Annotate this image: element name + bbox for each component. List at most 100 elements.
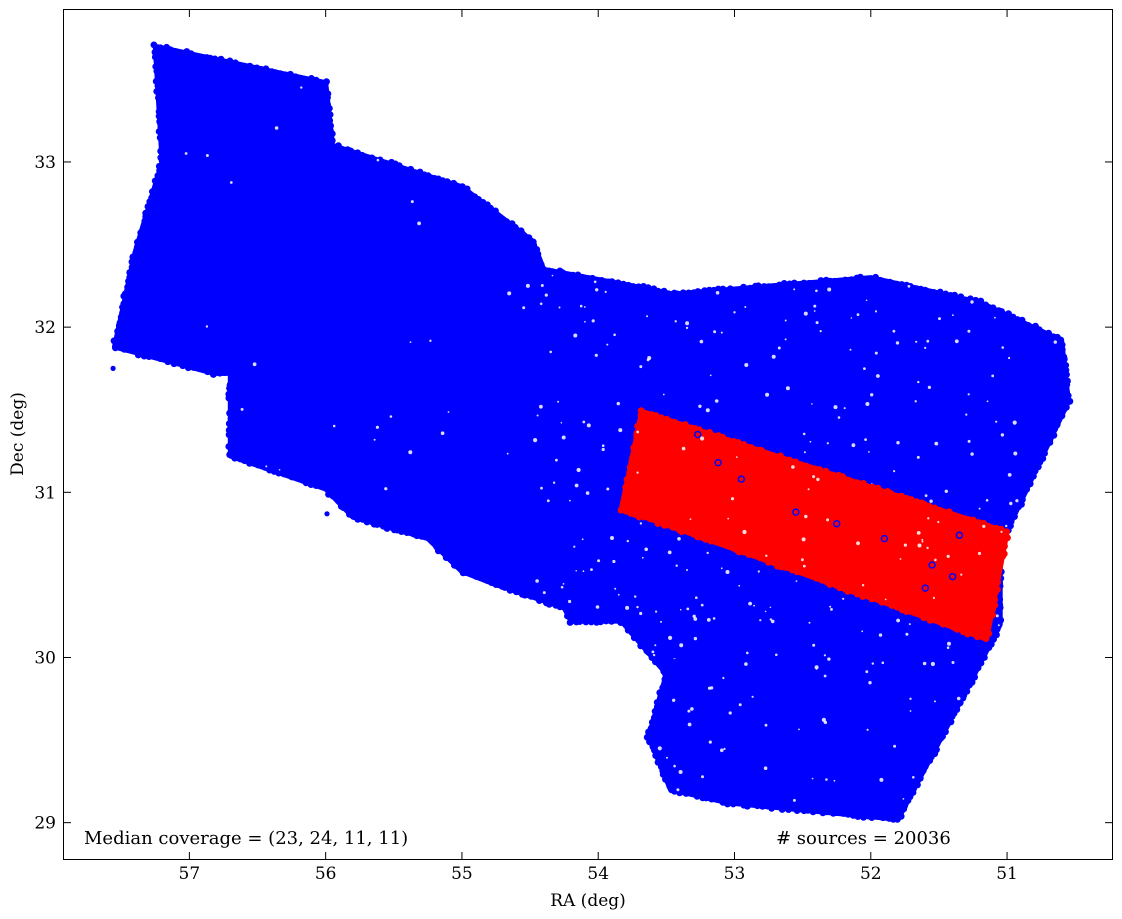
coverage-gap bbox=[798, 728, 800, 731]
coverage-gap bbox=[679, 643, 684, 648]
coverage-gap bbox=[970, 452, 974, 456]
x-tick-label: 55 bbox=[451, 864, 473, 884]
data-point bbox=[959, 515, 966, 522]
data-point bbox=[564, 612, 571, 620]
coverage-gap bbox=[557, 400, 560, 403]
data-point bbox=[770, 283, 778, 291]
data-point bbox=[112, 344, 119, 352]
data-point bbox=[1003, 528, 1010, 535]
coverage-gap bbox=[967, 329, 971, 333]
coverage-gap bbox=[690, 707, 694, 711]
data-point bbox=[799, 568, 807, 576]
source-cloud-series bbox=[110, 41, 1074, 823]
coverage-gap bbox=[713, 330, 717, 334]
coverage-gap bbox=[811, 403, 813, 405]
data-point bbox=[525, 234, 533, 242]
data-point bbox=[324, 94, 331, 101]
coverage-gap bbox=[1000, 530, 1003, 533]
coverage-gap bbox=[706, 551, 709, 555]
data-point bbox=[157, 355, 165, 363]
coverage-gap bbox=[784, 338, 787, 341]
coverage-gap bbox=[593, 280, 597, 284]
coverage-gap bbox=[827, 657, 831, 661]
coverage-gap bbox=[826, 442, 829, 445]
coverage-gap bbox=[816, 477, 820, 482]
data-point bbox=[694, 288, 702, 295]
coverage-gap bbox=[574, 483, 579, 488]
data-point bbox=[706, 428, 713, 436]
coverage-gap bbox=[738, 584, 741, 587]
coverage-gap bbox=[634, 595, 637, 598]
coverage-gap bbox=[804, 514, 808, 519]
coverage-gap bbox=[594, 353, 598, 357]
data-point bbox=[945, 621, 952, 629]
data-point bbox=[114, 334, 122, 341]
data-point bbox=[643, 647, 651, 655]
data-point bbox=[693, 430, 702, 439]
data-point bbox=[216, 369, 224, 377]
coverage-gap bbox=[856, 541, 860, 546]
data-point bbox=[151, 53, 159, 61]
data-point bbox=[786, 456, 793, 464]
data-point bbox=[913, 498, 921, 505]
data-point bbox=[157, 154, 165, 162]
data-point bbox=[287, 70, 294, 78]
data-point bbox=[361, 153, 369, 161]
data-point bbox=[950, 624, 958, 631]
data-point bbox=[210, 371, 217, 378]
coverage-gap bbox=[1015, 499, 1019, 503]
data-point bbox=[128, 263, 136, 271]
data-point bbox=[757, 446, 765, 454]
coverage-gap bbox=[793, 288, 796, 291]
data-point bbox=[1042, 443, 1050, 450]
data-point bbox=[142, 209, 150, 217]
data-point bbox=[971, 673, 978, 681]
coverage-gap bbox=[777, 346, 781, 350]
data-point bbox=[807, 572, 815, 580]
coverage-gap bbox=[757, 570, 760, 573]
coverage-gap bbox=[668, 635, 673, 641]
coverage-gap bbox=[861, 584, 865, 587]
coverage-gap bbox=[1001, 346, 1004, 349]
data-point bbox=[936, 288, 944, 296]
y-tick-label: 30 bbox=[34, 648, 56, 668]
coverage-gap bbox=[912, 776, 915, 779]
coverage-gap bbox=[895, 341, 900, 345]
coverage-gap bbox=[687, 722, 692, 727]
data-point bbox=[900, 805, 908, 813]
coverage-gap bbox=[809, 440, 812, 443]
data-point bbox=[992, 588, 999, 596]
coverage-gap bbox=[926, 546, 929, 550]
data-point bbox=[643, 410, 650, 418]
data-point bbox=[578, 273, 586, 281]
data-point bbox=[1045, 329, 1052, 337]
data-point bbox=[326, 117, 334, 124]
data-point bbox=[647, 515, 654, 523]
data-point bbox=[170, 360, 178, 368]
coverage-gap bbox=[525, 283, 530, 288]
data-point bbox=[395, 162, 403, 170]
coverage-gap bbox=[583, 306, 586, 308]
coverage-gap bbox=[803, 311, 808, 316]
data-point bbox=[323, 78, 330, 86]
coverage-gap bbox=[651, 650, 655, 654]
data-point bbox=[1064, 392, 1072, 400]
coverage-gap bbox=[833, 779, 836, 782]
x-tick-label: 56 bbox=[315, 864, 337, 884]
data-point bbox=[951, 291, 958, 299]
data-point bbox=[156, 134, 164, 142]
data-point bbox=[878, 488, 886, 496]
data-point bbox=[986, 614, 994, 622]
coverage-gap bbox=[720, 748, 724, 753]
coverage-gap bbox=[977, 551, 982, 556]
data-point bbox=[797, 461, 804, 469]
data-point bbox=[840, 810, 847, 817]
coverage-gap bbox=[870, 393, 874, 397]
coverage-gap bbox=[646, 315, 649, 318]
data-point bbox=[566, 619, 574, 626]
coverage-gap bbox=[907, 284, 911, 288]
data-point bbox=[211, 55, 219, 63]
plot-area bbox=[110, 41, 1074, 823]
coverage-gap bbox=[744, 662, 748, 666]
coverage-gap bbox=[967, 393, 970, 396]
